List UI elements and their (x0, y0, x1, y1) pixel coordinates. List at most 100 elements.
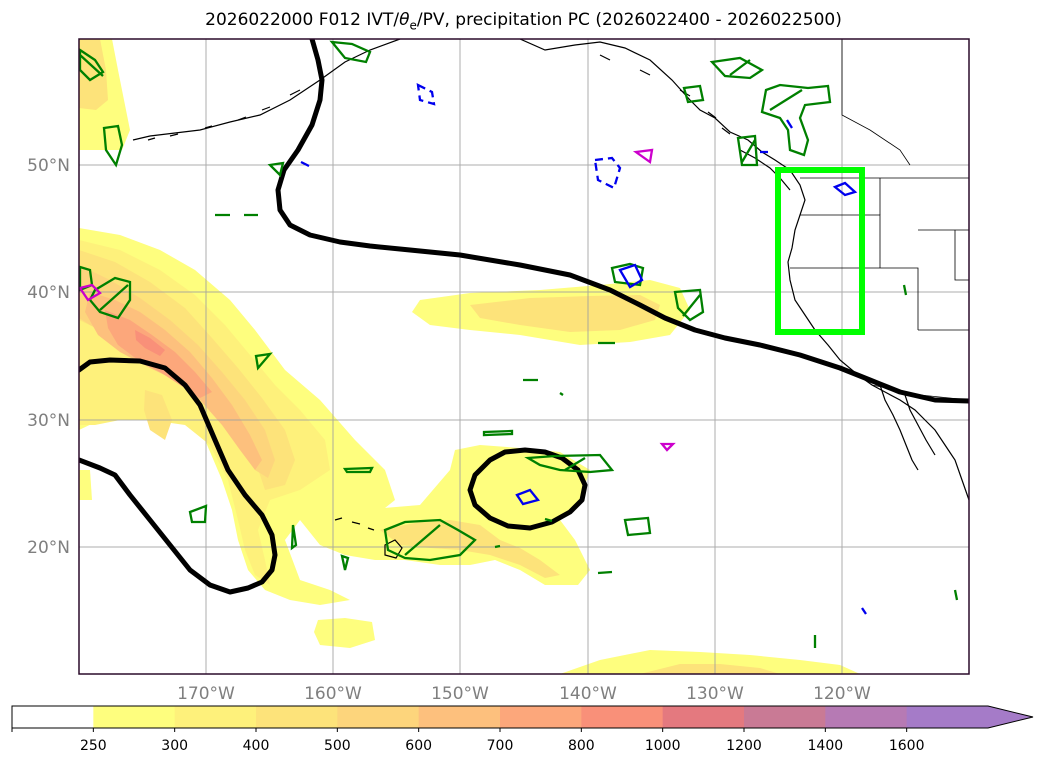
colorbar-segment (662, 706, 745, 728)
colorbar-tick-label: 1200 (726, 738, 762, 754)
theta-e-contour (300, 119, 867, 615)
colorbar-tick-label: 250 (80, 738, 107, 754)
border-state-6 (954, 230, 969, 281)
pv-contour-main (275, 39, 969, 404)
theta-e-contour-dashed (416, 83, 436, 106)
map-title: 2026022000 F012 IVT/θe/PV, precipitation… (0, 10, 1047, 32)
lon-label: 160°W (304, 684, 362, 704)
colorbar-tick-label: 300 (161, 738, 188, 754)
colorbar-segment (744, 706, 826, 728)
precip-contour (494, 517, 553, 549)
precip-contour (340, 554, 350, 571)
coastline-aleutian-islands (147, 89, 301, 141)
lat-label: 40°N (27, 283, 70, 303)
theta-e-contour-warm (79, 283, 102, 302)
coastline-baja (879, 384, 936, 471)
colorbar-tick-label: 800 (568, 738, 595, 754)
lat-label: 20°N (27, 538, 70, 558)
precip-contour (88, 276, 132, 320)
theta-e-contour (515, 488, 540, 506)
colorbar-segment (174, 706, 257, 728)
theta-e-contour (832, 181, 858, 197)
ivt-fill-400 (144, 390, 172, 440)
coastline-hawaii-big-island (384, 539, 403, 559)
pv-contours (79, 39, 969, 595)
precip-contour (383, 518, 477, 562)
colorbar: 250 300 400 500 600 700 800 1000 1200 1400 1600 (11, 705, 1034, 754)
coastline-gulf-of-alaska (519, 39, 969, 501)
colorbar-outline (11, 705, 1034, 729)
precip-contour (102, 124, 124, 168)
region-highlight-box (775, 167, 865, 335)
theta-e-contour-warm (632, 148, 654, 165)
ivt-fill-300 (470, 295, 660, 332)
coastline-vancouver-island (739, 149, 791, 191)
colorbar-segment (12, 706, 94, 728)
precip-contour (524, 453, 615, 474)
colorbar-tick-labels: 250 300 400 500 600 700 800 1000 1200 1400 1600 (80, 738, 925, 754)
colorbar-segment (825, 706, 908, 728)
border-alaska-canada (841, 39, 911, 166)
ivt-filled-contours (79, 39, 860, 674)
title-theta: θ (399, 10, 410, 30)
pv-contour-west-upper (79, 357, 278, 595)
colorbar-tick-label: 400 (243, 738, 270, 754)
pv-contour-cutoff-low (467, 447, 588, 531)
precip-contour (597, 284, 959, 648)
ivt-fill-300 (640, 664, 780, 674)
precip-contour (188, 504, 208, 524)
precip-contour (760, 83, 832, 157)
border-state-2 (790, 267, 919, 330)
title-theta-subscript: e (409, 18, 417, 33)
lat-label: 30°N (27, 411, 70, 431)
colorbar-segment (93, 706, 176, 728)
precip-contour (342, 466, 374, 474)
map-frame (78, 38, 970, 675)
title-prefix: 2026022000 F012 IVT/ (205, 10, 400, 30)
theta-e-contour (618, 263, 644, 289)
lon-label: 170°W (177, 684, 235, 704)
map-panel[interactable] (79, 39, 969, 674)
colorbar-ticks (11, 728, 908, 732)
theta-e-contour-dashed (593, 156, 622, 190)
colorbar-segment (418, 706, 501, 728)
latitude-labels: 50°N 40°N 30°N 20°N (27, 156, 70, 558)
precip-contour (482, 429, 514, 437)
colorbar-tick-label: 1000 (645, 738, 681, 754)
precip-contour (736, 134, 759, 167)
colorbar-segment (581, 706, 664, 728)
colorbar-tick-label: 1600 (889, 738, 925, 754)
gridlines (79, 39, 969, 674)
ivt-fill-300 (79, 39, 108, 110)
precip-contour (79, 47, 105, 82)
ivt-fill-250 (560, 650, 860, 674)
colorbar-segment (256, 706, 338, 728)
colorbar-tick-label: 1400 (808, 738, 844, 754)
precip-contour (290, 524, 298, 551)
precip-contour (254, 352, 273, 371)
colorbar-tick-label: 600 (405, 738, 432, 754)
ivt-fill-250 (314, 618, 375, 648)
title-suffix: /PV, precipitation PC (2026022400 - 2026… (416, 10, 842, 30)
precip-contour (267, 161, 285, 178)
precip-contour (523, 341, 615, 396)
colorbar-segment (906, 706, 1033, 728)
theta-e-contours (79, 83, 867, 615)
precip-contour (623, 516, 652, 537)
colorbar-segment (337, 706, 420, 728)
longitude-labels: 170°W 160°W 150°W 140°W 130°W 120°W (177, 684, 871, 704)
colorbar-segment (500, 706, 582, 728)
lat-label: 50°N (27, 156, 70, 176)
coastline-aleutians (132, 39, 401, 141)
coastline-hawaii-islands (334, 517, 375, 531)
lon-label: 130°W (686, 684, 744, 704)
precip-contour (682, 84, 705, 104)
theta-e-contour-warm (659, 442, 676, 452)
colorbar-tick-label: 500 (324, 738, 351, 754)
precip-contour (673, 288, 705, 322)
precip-contour (709, 56, 765, 80)
ivt-fill-300 (380, 520, 560, 578)
colorbar-segments (12, 706, 1033, 728)
ivt-fill-800 (135, 330, 165, 356)
ivt-fill-250 (79, 470, 92, 500)
